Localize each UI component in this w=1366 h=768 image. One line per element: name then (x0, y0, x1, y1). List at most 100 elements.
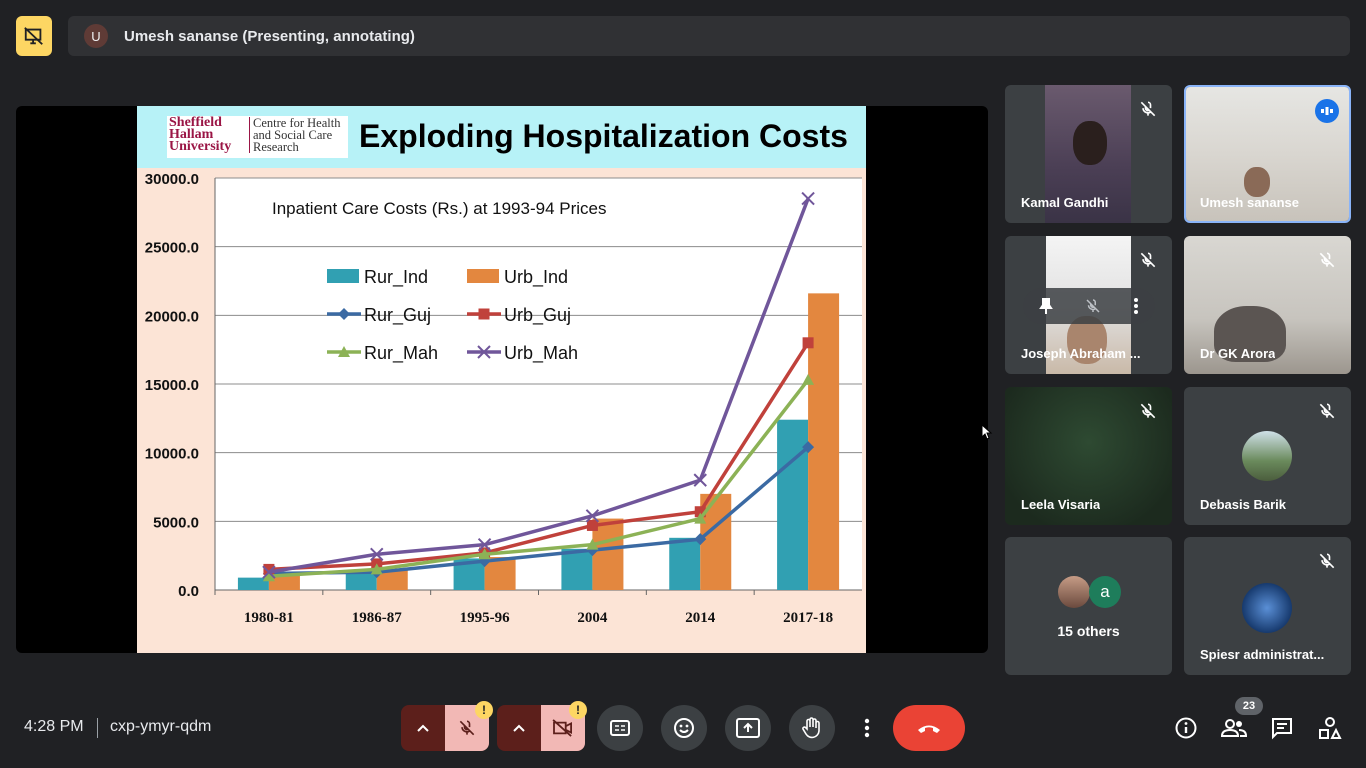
participant-tile-gk-arora[interactable]: Dr GK Arora (1184, 236, 1351, 374)
mic-off-icon (1140, 101, 1156, 117)
participant-tile-spiesr-administrator[interactable]: Spiesr administrat... (1184, 537, 1351, 675)
audio-options-chevron-icon[interactable] (401, 705, 445, 751)
slide: Sheffield Hallam University Centre for H… (137, 106, 866, 653)
legend-label: Urb_Mah (504, 343, 578, 364)
bar-Urb_Ind (268, 573, 300, 590)
presentation-stage[interactable]: Sheffield Hallam University Centre for H… (16, 106, 988, 653)
end-call-icon (918, 725, 940, 733)
bar-Rur_Ind (345, 572, 377, 590)
more-options-icon[interactable] (1133, 297, 1139, 315)
participant-name: Kamal Gandhi (1021, 195, 1109, 210)
reactions-button[interactable] (661, 705, 707, 751)
point-Rur_Mah (262, 570, 275, 582)
line-Urb_Guj (268, 341, 810, 572)
y-tick-label: 15000.0 (145, 377, 199, 394)
raise-hand-button[interactable] (789, 705, 835, 751)
legend-swatch (327, 269, 359, 283)
mic-control-group: ! (401, 701, 493, 751)
point-Rur_Mah (694, 512, 707, 524)
chat-icon[interactable] (1270, 716, 1294, 740)
raise-hand-icon (802, 717, 820, 739)
bar-Rur_Ind (777, 419, 809, 590)
point-Rur_Mah (370, 563, 383, 575)
participant-count-badge: 23 (1235, 697, 1263, 715)
video-options-chevron-icon[interactable] (497, 705, 541, 751)
y-tick-label: 30000.0 (145, 171, 199, 188)
logo-centre: Centre for Health and Social Care Resear… (249, 117, 353, 153)
participant-name: Spiesr administrat... (1200, 647, 1325, 662)
camera-control-group: ! (497, 701, 587, 751)
legend-marker (477, 345, 491, 359)
participant-head (1244, 167, 1270, 197)
participant-tile-kamal-gandhi[interactable]: Kamal Gandhi (1005, 85, 1172, 223)
leave-call-button[interactable] (893, 705, 965, 751)
point-Urb_Mah (585, 509, 600, 523)
tile-hover-controls[interactable] (1023, 288, 1155, 324)
legend-marker (338, 346, 350, 357)
inpatient-cost-chart: 0.0 5000.0 10000.0 15000.0 20000.0 25000.0 300… (145, 171, 862, 626)
x-tick-label: 1980-81 (244, 610, 294, 626)
point-Urb_Guj (263, 563, 275, 575)
participant-avatar (1058, 576, 1090, 608)
line-Rur_Mah (268, 378, 810, 579)
participant-name: Umesh sananse (1200, 195, 1299, 210)
point-Rur_Mah (802, 373, 815, 385)
bar-Urb_Ind (376, 569, 408, 590)
mic-off-icon (1140, 403, 1156, 419)
mute-participant-icon[interactable] (1084, 297, 1102, 315)
participant-tile-leela-visaria[interactable]: Leela Visaria (1005, 387, 1172, 525)
present-now-button[interactable] (725, 705, 771, 751)
participant-avatar-letter: a (1089, 576, 1121, 608)
slide-header: Sheffield Hallam University Centre for H… (137, 106, 866, 168)
captions-button[interactable] (597, 705, 643, 751)
mouse-cursor-icon (981, 424, 993, 440)
bar-Rur_Ind (669, 537, 701, 590)
line-Rur_Guj (268, 445, 810, 576)
more-options-button[interactable] (853, 705, 881, 751)
point-Urb_Mah (801, 191, 815, 206)
participant-name: Debasis Barik (1200, 497, 1286, 512)
mic-off-icon (1319, 553, 1335, 569)
presentation-off-icon[interactable] (16, 16, 52, 56)
legend-label: Urb_Ind (504, 267, 568, 288)
divider (97, 718, 98, 738)
participant-head (1073, 121, 1107, 165)
x-tick-label: 1995-96 (460, 610, 510, 626)
bar-Rur_Ind (237, 577, 269, 590)
meeting-code[interactable]: cxp-ymyr-qdm (110, 718, 212, 735)
meeting-info-icon[interactable] (1174, 716, 1198, 740)
y-tick-label: 5000.0 (153, 514, 199, 531)
present-screen-icon (736, 718, 760, 738)
logo-university: Sheffield Hallam University (169, 115, 232, 154)
mic-off-icon (1319, 403, 1335, 419)
presenter-label: Umesh sananse (Presenting, annotating) (124, 27, 415, 45)
presenter-banner: U Umesh sananse (Presenting, annotating) (68, 16, 1350, 56)
x-tick-label: 2014 (685, 610, 716, 626)
legend-label: Urb_Guj (504, 305, 571, 326)
point-Rur_Mah (586, 538, 599, 550)
point-Rur_Mah (478, 548, 491, 560)
x-tick-label: 1986-87 (352, 610, 402, 626)
bar-Urb_Ind (484, 557, 516, 590)
x-tick-label: 2017-18 (783, 610, 833, 626)
participant-tile-umesh-sananse[interactable]: Umesh sananse (1184, 85, 1351, 223)
legend-marker (478, 308, 490, 320)
y-tick-label: 20000.0 (145, 308, 199, 325)
participant-tile-joseph-abraham[interactable]: Joseph Abraham ... (1005, 236, 1172, 374)
presenter-avatar: U (84, 24, 108, 48)
point-Urb_Mah (693, 473, 707, 487)
y-tick-label: 0.0 (178, 583, 199, 600)
participant-tile-debasis-barik[interactable]: Debasis Barik (1184, 387, 1351, 525)
point-Urb_Mah (370, 547, 384, 562)
pin-icon[interactable] (1038, 298, 1053, 314)
x-tick-label: 2004 (577, 610, 608, 626)
participant-tile-others[interactable]: a 15 others (1005, 537, 1172, 675)
people-icon[interactable] (1221, 716, 1247, 740)
clock: 4:28 PM (24, 718, 84, 735)
activities-icon[interactable] (1318, 716, 1342, 740)
legend-label: Rur_Mah (364, 343, 438, 364)
emoji-icon (674, 718, 694, 738)
university-logo: Sheffield Hallam University Centre for H… (167, 116, 348, 158)
point-Rur_Guj (802, 441, 815, 454)
captions-icon (610, 720, 630, 736)
